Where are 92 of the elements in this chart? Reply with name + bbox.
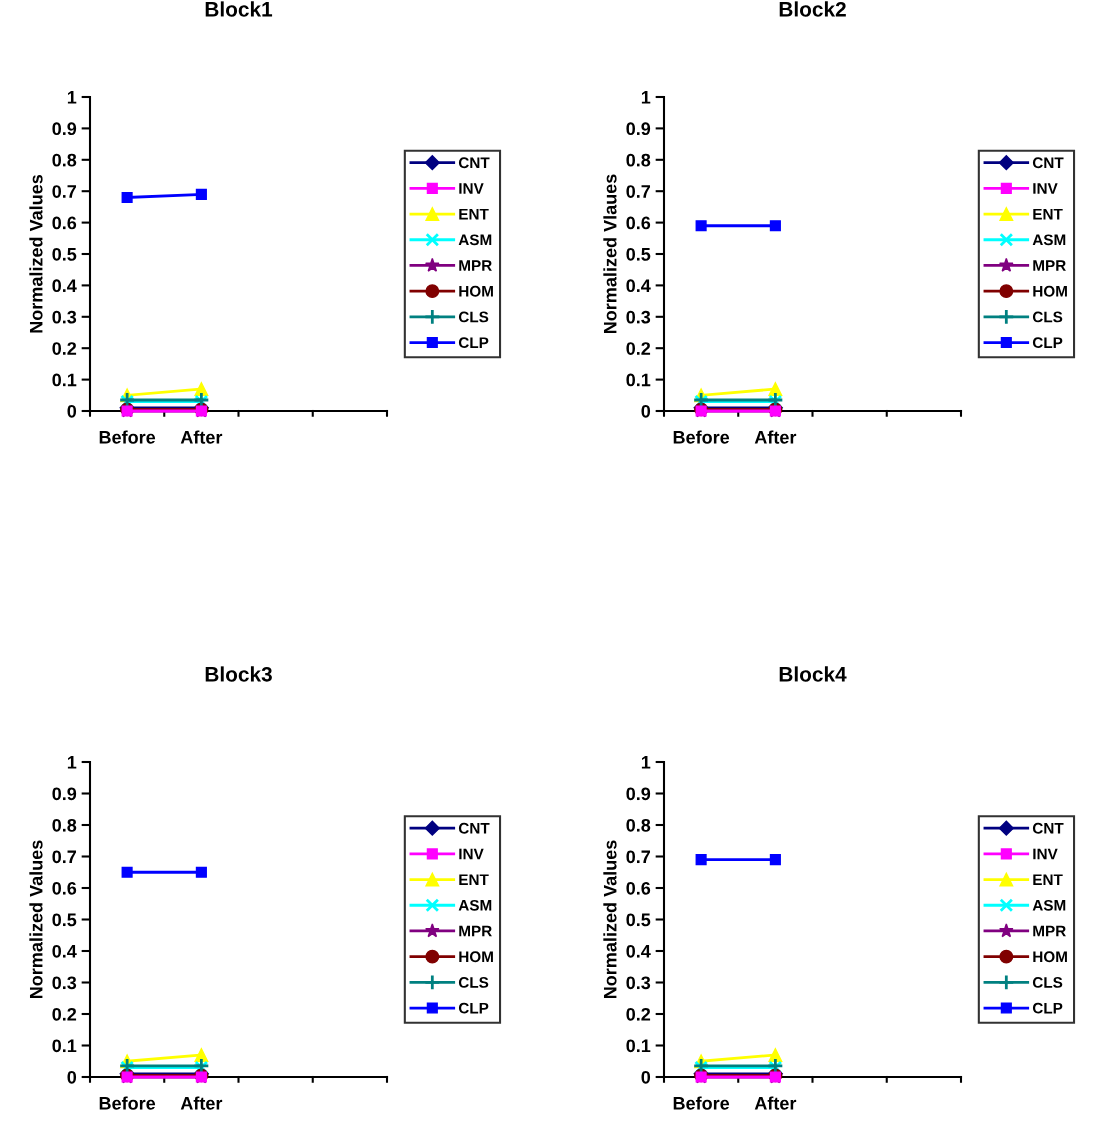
- legend-label: INV: [459, 183, 484, 194]
- legend-label: INV: [1033, 183, 1058, 194]
- legend-label: CNT: [458, 157, 490, 169]
- y-tick-label: 0.3: [52, 310, 77, 324]
- legend-label: CNT: [458, 822, 490, 834]
- x-tick-label: Before: [99, 430, 156, 444]
- legend-label: MPR: [459, 260, 492, 271]
- y-tick-label: 0.6: [52, 881, 77, 895]
- y-tick-label: 0.5: [626, 913, 651, 927]
- legend-label: ENT: [1033, 208, 1063, 220]
- y-tick-label: 0.8: [52, 818, 77, 832]
- y-tick-label: 0.2: [626, 342, 651, 355]
- x-tick-label: After: [180, 430, 223, 444]
- y-tick-label: 0.6: [626, 881, 651, 895]
- legend-label: CLS: [1032, 311, 1063, 323]
- legend-label: CNT: [1032, 157, 1064, 169]
- y-tick-label: 0.6: [626, 216, 651, 230]
- y-tick-label: 0.1: [626, 1039, 651, 1053]
- legend-label: ENT: [459, 874, 489, 885]
- y-tick-label: 0.9: [52, 122, 77, 136]
- y-tick-label: 0.6: [52, 216, 77, 230]
- legend-label: CLS: [458, 977, 489, 988]
- x-tick-label: After: [180, 1096, 223, 1110]
- legend-label: CLP: [1032, 1002, 1063, 1014]
- y-tick-label: 0.8: [626, 818, 651, 832]
- x-tick-label: After: [754, 1096, 797, 1110]
- legend-label: HOM: [1033, 951, 1067, 963]
- legend-label: CNT: [1032, 822, 1064, 834]
- legend-label: ASM: [458, 234, 492, 246]
- y-tick-label: 0.7: [52, 850, 77, 864]
- x-tick-label: After: [754, 430, 797, 444]
- x-tick-label: Before: [673, 1096, 730, 1110]
- y-tick-label: 0.2: [626, 1007, 651, 1021]
- y-tick-label: 0.5: [626, 247, 651, 261]
- y-tick-label: 0.3: [52, 976, 77, 990]
- legend-label: ENT: [459, 208, 489, 220]
- legend-label: MPR: [1033, 925, 1066, 937]
- y-tick-label: 0.9: [626, 122, 651, 136]
- legend-label: HOM: [459, 951, 493, 963]
- y-tick-label: 0.7: [626, 850, 651, 864]
- legend-label: CLS: [458, 311, 489, 323]
- y-tick-label: 0: [641, 1070, 651, 1084]
- y-axis-title: Normalized Values: [29, 174, 43, 333]
- y-axis-title: Normalized Vlaues: [603, 174, 617, 334]
- legend-label: INV: [459, 848, 484, 860]
- y-tick-label: 0.2: [52, 342, 77, 355]
- legend-label: ASM: [1032, 899, 1066, 911]
- chart-title: Block1: [205, 1, 273, 17]
- chart-title: Block2: [779, 1, 846, 17]
- y-tick-label: 1: [67, 91, 77, 104]
- chart-title: Block4: [779, 666, 847, 682]
- y-tick-label: 0.4: [626, 279, 651, 293]
- y-tick-label: 0.4: [626, 944, 651, 958]
- legend-label: HOM: [459, 285, 493, 297]
- y-tick-label: 1: [67, 756, 77, 769]
- y-tick-label: 0.8: [626, 153, 651, 167]
- y-tick-label: 1: [641, 756, 651, 769]
- legend-label: CLP: [1032, 337, 1063, 349]
- y-tick-label: 0.7: [626, 185, 651, 198]
- y-tick-label: 0: [641, 404, 651, 418]
- y-axis-title: Normalized Values: [29, 840, 43, 999]
- chart-title: Block3: [205, 666, 272, 682]
- x-tick-label: Before: [673, 430, 730, 444]
- y-tick-label: 0.4: [52, 944, 77, 958]
- y-tick-label: 0.3: [626, 976, 651, 990]
- legend-label: MPR: [1033, 260, 1066, 271]
- y-axis-title: Normalized Values: [603, 840, 617, 999]
- legend-label: INV: [1033, 848, 1058, 860]
- y-tick-label: 0.4: [52, 279, 77, 293]
- y-tick-label: 0.8: [52, 153, 77, 167]
- y-tick-label: 0.7: [52, 185, 77, 198]
- y-tick-label: 0.5: [52, 913, 77, 927]
- legend-label: CLS: [1032, 977, 1063, 988]
- y-tick-label: 0.3: [626, 310, 651, 324]
- x-tick-label: Before: [99, 1096, 156, 1110]
- legend-label: MPR: [459, 925, 492, 937]
- y-tick-label: 0.2: [52, 1007, 77, 1021]
- legend-label: HOM: [1033, 285, 1067, 297]
- legend-label: ENT: [1033, 874, 1063, 885]
- y-tick-label: 0: [67, 404, 77, 418]
- y-tick-label: 0.5: [52, 247, 77, 261]
- legend-label: CLP: [458, 337, 489, 349]
- y-tick-label: 0.1: [626, 373, 651, 387]
- legend-label: CLP: [458, 1002, 489, 1014]
- y-tick-label: 0.9: [626, 787, 651, 801]
- y-tick-label: 1: [641, 91, 651, 104]
- y-tick-label: 0: [67, 1070, 77, 1084]
- legend-label: ASM: [1032, 234, 1066, 246]
- legend-label: ASM: [458, 899, 492, 911]
- y-tick-label: 0.9: [52, 787, 77, 801]
- y-tick-label: 0.1: [52, 373, 77, 387]
- y-tick-label: 0.1: [52, 1039, 77, 1053]
